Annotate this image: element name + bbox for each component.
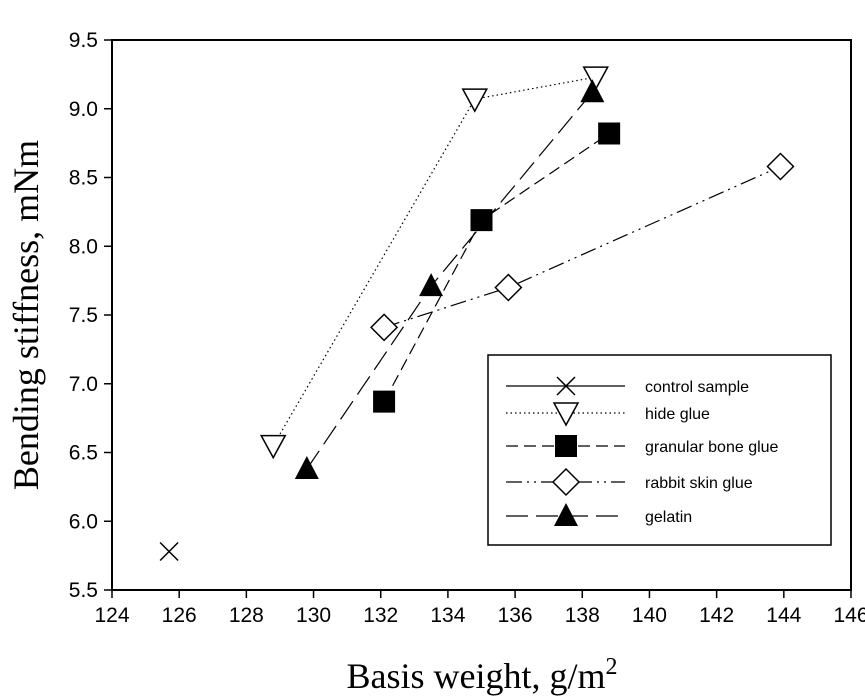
- legend-item: granular bone glue: [506, 435, 779, 457]
- x-tick-label: 138: [565, 604, 600, 627]
- y-tick-label: 8.5: [69, 167, 98, 190]
- x-tick-label: 136: [498, 604, 533, 627]
- data-point: [294, 456, 319, 479]
- data-point: [373, 390, 396, 413]
- legend-marker: [556, 376, 576, 396]
- x-tick-label: 140: [632, 604, 667, 627]
- legend-item: gelatin: [506, 503, 692, 526]
- x-tick-label: 132: [363, 604, 398, 627]
- data-point: [766, 152, 795, 181]
- legend-item: rabbit skin glue: [506, 467, 753, 497]
- y-tick-label: 8.0: [69, 235, 98, 258]
- x-tick-label: 144: [766, 604, 801, 627]
- legend-label: control sample: [645, 379, 749, 396]
- series-granular-bone-glue: [373, 122, 621, 413]
- x-tick-label: 126: [162, 604, 197, 627]
- x-tick-label: 130: [296, 604, 331, 627]
- y-axis-title: Bending stiffness, mNm: [6, 140, 46, 490]
- data-point: [494, 273, 523, 302]
- series-hide-glue: [259, 66, 609, 460]
- data-point: [259, 434, 287, 460]
- x-axis: 124 126 128 130 132 134 136 138 140 142 144 146: [94, 590, 865, 627]
- x-axis-title-text: Basis weight, g/m: [347, 656, 606, 696]
- series-rabbit-skin-glue: [370, 152, 795, 342]
- data-point: [461, 88, 489, 113]
- legend-marker: [554, 503, 578, 526]
- series-layer: [159, 66, 795, 562]
- y-tick-label: 6.5: [69, 442, 98, 465]
- y-tick-label: 6.0: [69, 510, 98, 533]
- legend-items: control sample hide glue granular bone glu…: [506, 376, 779, 526]
- legend-label: granular bone glue: [645, 439, 779, 456]
- x-axis-title: Basis weight, g/m2: [347, 654, 618, 696]
- legend: control sample hide glue granular bone glu…: [487, 354, 832, 546]
- y-axis: 5.5 6.0 6.5 7.0 7.5 8.0 8.5 9.0 9.5: [69, 29, 112, 602]
- series-gelatin: [294, 79, 605, 479]
- y-tick-label: 7.5: [69, 304, 98, 327]
- y-tick-label: 7.0: [69, 373, 98, 396]
- legend-marker: [551, 467, 581, 497]
- data-point: [370, 313, 399, 342]
- data-point: [582, 66, 609, 91]
- x-tick-label: 124: [94, 604, 129, 627]
- legend-label: gelatin: [645, 509, 692, 526]
- legend-marker: [552, 402, 580, 427]
- x-tick-label: 128: [229, 604, 264, 627]
- legend-item: hide glue: [506, 402, 710, 427]
- x-tick-label: 134: [430, 604, 465, 627]
- data-point: [580, 79, 605, 103]
- y-tick-label: 9.5: [69, 29, 98, 52]
- series-control-sample: [159, 541, 179, 562]
- legend-marker: [555, 435, 577, 457]
- x-tick-label: 146: [833, 604, 865, 627]
- data-point: [598, 122, 621, 145]
- y-tick-label: 5.5: [69, 579, 98, 602]
- x-axis-title-superscript: 2: [606, 654, 618, 680]
- legend-label: hide glue: [645, 406, 710, 423]
- data-point: [419, 273, 444, 297]
- y-tick-label: 9.0: [69, 98, 98, 121]
- series-line: [383, 165, 781, 328]
- x-tick-label: 142: [699, 604, 734, 627]
- legend-box: [487, 354, 832, 546]
- legend-item: control sample: [506, 376, 749, 396]
- data-point: [159, 541, 179, 562]
- legend-label: rabbit skin glue: [645, 475, 753, 492]
- data-point: [470, 209, 493, 232]
